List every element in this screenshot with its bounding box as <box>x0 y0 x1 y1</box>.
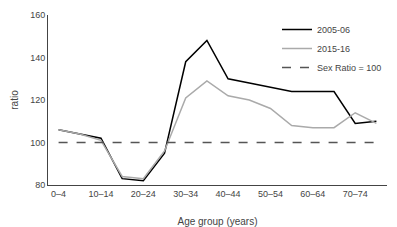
svg-text:20–24: 20–24 <box>131 189 156 199</box>
svg-text:Sex Ratio = 100: Sex Ratio = 100 <box>317 63 381 73</box>
svg-text:70–74: 70–74 <box>343 189 368 199</box>
svg-text:140: 140 <box>30 53 45 63</box>
svg-text:0–4: 0–4 <box>51 189 66 199</box>
svg-text:ratio: ratio <box>9 90 20 110</box>
svg-text:2015-16: 2015-16 <box>317 44 350 54</box>
svg-text:80: 80 <box>35 180 45 190</box>
svg-text:30–34: 30–34 <box>173 189 198 199</box>
svg-text:60–64: 60–64 <box>300 189 325 199</box>
svg-text:40–44: 40–44 <box>216 189 241 199</box>
svg-text:160: 160 <box>30 10 45 20</box>
svg-text:120: 120 <box>30 95 45 105</box>
svg-text:10–14: 10–14 <box>88 189 113 199</box>
svg-text:Age group (years): Age group (years) <box>177 216 257 227</box>
svg-text:2005-06: 2005-06 <box>317 25 350 35</box>
svg-text:100: 100 <box>30 138 45 148</box>
svg-text:50–54: 50–54 <box>258 189 283 199</box>
